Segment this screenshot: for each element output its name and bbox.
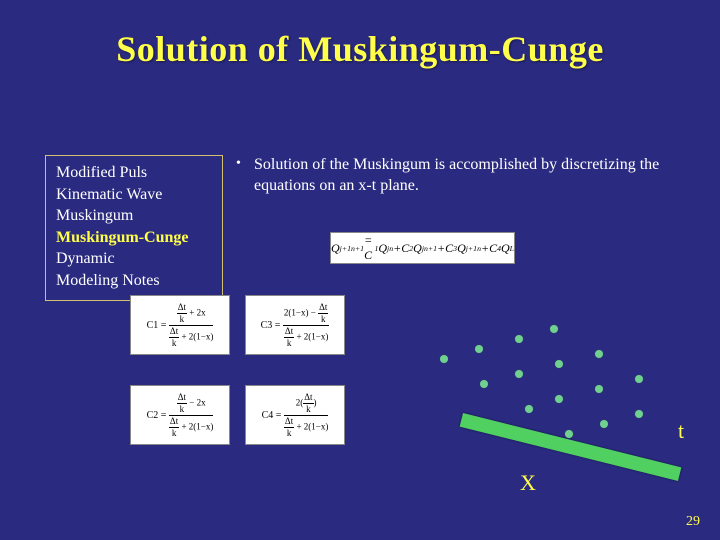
grid-dot bbox=[600, 420, 608, 428]
equation-main: Qj+1n+1 = C1Qjn+C2Qjn+1+C3Qj+1n+C4QL bbox=[330, 232, 515, 264]
grid-dot bbox=[515, 370, 523, 378]
nav-item[interactable]: Modeling Notes bbox=[56, 270, 212, 292]
nav-item[interactable]: Kinematic Wave bbox=[56, 184, 212, 206]
body-text: • Solution of the Muskingum is accomplis… bbox=[254, 155, 674, 197]
grid-dot bbox=[635, 375, 643, 383]
page-title: Solution of Muskingum-Cunge bbox=[0, 0, 720, 70]
nav-item[interactable]: Dynamic bbox=[56, 248, 212, 270]
equation-c2: C2 = Δtk − 2xΔtk + 2(1−x) bbox=[130, 385, 230, 445]
t-axis-label: t bbox=[678, 418, 684, 444]
grid-dot bbox=[595, 385, 603, 393]
grid-dot bbox=[480, 380, 488, 388]
nav-item-current[interactable]: Muskingum-Cunge bbox=[56, 227, 212, 249]
nav-box: Modified Puls Kinematic Wave Muskingum M… bbox=[45, 155, 223, 301]
grid-dot bbox=[635, 410, 643, 418]
grid-dot bbox=[595, 350, 603, 358]
page-number: 29 bbox=[686, 514, 700, 530]
grid-dot bbox=[565, 430, 573, 438]
bullet-icon: • bbox=[236, 155, 241, 173]
grid-dot bbox=[525, 405, 533, 413]
nav-item[interactable]: Modified Puls bbox=[56, 162, 212, 184]
grid-dot bbox=[440, 355, 448, 363]
equation-c1: C1 = Δtk + 2xΔtk + 2(1−x) bbox=[130, 295, 230, 355]
grid-dot bbox=[555, 395, 563, 403]
body-bullet: Solution of the Muskingum is accomplishe… bbox=[254, 156, 659, 194]
grid-dot bbox=[555, 360, 563, 368]
x-axis-label: X bbox=[520, 470, 536, 496]
nav-item[interactable]: Muskingum bbox=[56, 205, 212, 227]
equation-c3: C3 = 2(1−x) − ΔtkΔtk + 2(1−x) bbox=[245, 295, 345, 355]
grid-dot bbox=[550, 325, 558, 333]
grid-dot bbox=[515, 335, 523, 343]
x-axis-bar bbox=[460, 413, 682, 481]
grid-dot bbox=[475, 345, 483, 353]
equation-c4: C4 = 2(Δtk)Δtk + 2(1−x) bbox=[245, 385, 345, 445]
xt-plane bbox=[400, 290, 680, 470]
